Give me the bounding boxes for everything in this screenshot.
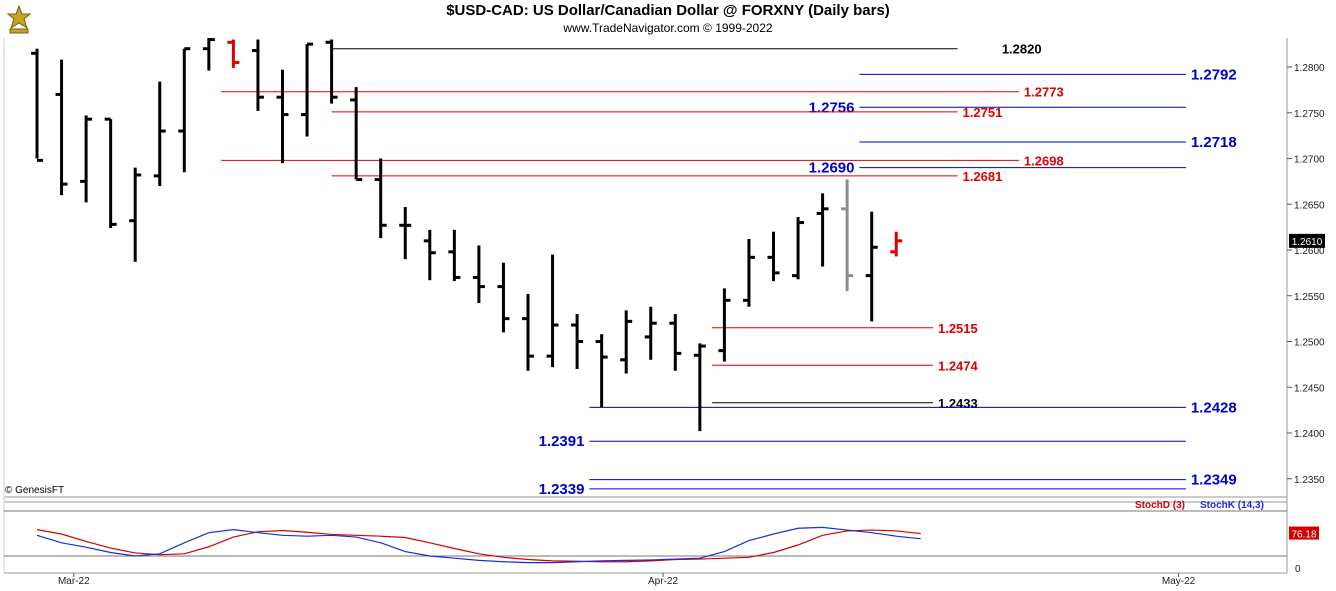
stoch-value-box xyxy=(1289,526,1319,540)
level-label-1.2820: 1.2820 xyxy=(1002,42,1042,57)
ohlc-bar xyxy=(742,239,755,307)
level-label-1.2690: 1.2690 xyxy=(809,160,855,177)
level-label-1.2792: 1.2792 xyxy=(1191,66,1237,83)
ohlc-bars xyxy=(31,38,903,432)
level-label-1.2433: 1.2433 xyxy=(938,396,978,411)
current-price-box xyxy=(1289,233,1325,248)
ohlc-bar xyxy=(693,343,706,432)
stochD-legend: StochD (3) xyxy=(1135,500,1185,511)
chart-title: $USD-CAD: US Dollar/Canadian Dollar @ FO… xyxy=(446,2,890,19)
current-price-label: 1.2610 xyxy=(1292,237,1323,248)
ohlc-bar xyxy=(865,211,878,322)
y-tick-label: 1.2350 xyxy=(1294,475,1325,486)
ohlc-bar xyxy=(104,117,117,229)
level-label-1.2428: 1.2428 xyxy=(1191,399,1237,416)
ohlc-bar xyxy=(890,231,903,257)
ohlc-bar xyxy=(816,193,829,267)
ohlc-bar xyxy=(202,38,215,71)
level-label-1.2391: 1.2391 xyxy=(539,433,585,450)
level-label-1.2349: 1.2349 xyxy=(1191,472,1237,489)
ohlc-bar xyxy=(644,306,657,360)
level-label-1.2515: 1.2515 xyxy=(938,321,978,336)
y-tick-label: 1.2600 xyxy=(1294,246,1325,257)
stochK-line xyxy=(36,526,921,564)
ohlc-bar xyxy=(571,314,584,369)
level-label-1.2681: 1.2681 xyxy=(963,169,1003,184)
ohlc-bar xyxy=(31,48,43,162)
ohlc-bar xyxy=(276,69,289,164)
level-label-1.2718: 1.2718 xyxy=(1191,134,1237,151)
y-tick-label: 1.2700 xyxy=(1294,155,1325,166)
stoch-zero-label: 0 xyxy=(1295,564,1301,575)
ohlc-bar xyxy=(178,47,191,173)
trade-navigator-logo xyxy=(4,4,34,36)
level-label-1.2773: 1.2773 xyxy=(1024,85,1064,100)
level-label-1.2474: 1.2474 xyxy=(938,358,979,373)
y-tick-label: 1.2750 xyxy=(1294,109,1325,120)
ohlc-bar xyxy=(595,334,608,408)
ohlc-bar xyxy=(350,87,363,182)
level-label-1.2698: 1.2698 xyxy=(1024,153,1064,168)
y-tick-label: 1.2800 xyxy=(1294,63,1325,74)
ohlc-bar xyxy=(718,288,731,362)
ohlc-bar xyxy=(546,254,559,368)
level-label-1.2339: 1.2339 xyxy=(539,481,585,498)
ohlc-bar xyxy=(767,231,780,282)
stochD-line xyxy=(36,529,921,563)
ohlc-bar xyxy=(55,59,68,196)
ohlc-bar xyxy=(448,229,461,282)
y-tick-label: 1.2650 xyxy=(1294,200,1325,211)
y-tick-label: 1.2500 xyxy=(1294,338,1325,349)
ohlc-bar xyxy=(472,245,485,304)
ohlc-bar xyxy=(153,81,166,186)
ohlc-bar xyxy=(374,158,387,239)
ohlc-bar xyxy=(497,262,510,333)
x-tick-label: May-22 xyxy=(1162,576,1196,587)
level-label-1.2751: 1.2751 xyxy=(963,105,1003,120)
x-tick-label: Mar-22 xyxy=(58,576,90,587)
level-label-1.2756: 1.2756 xyxy=(809,99,855,116)
ohlc-bar xyxy=(841,179,854,292)
stochK-legend: StochK (14,3) xyxy=(1200,500,1264,511)
ohlc-bar xyxy=(251,39,264,111)
chart-subtitle: www.TradeNavigator.com © 1999-2022 xyxy=(563,21,773,35)
ohlc-bar xyxy=(522,293,534,371)
ohlc-bar xyxy=(129,167,142,262)
ohlc-bar xyxy=(80,115,93,203)
ohlc-bar xyxy=(620,310,633,374)
ohlc-bar xyxy=(423,229,436,281)
y-tick-label: 1.2550 xyxy=(1294,292,1325,303)
y-tick-label: 1.2400 xyxy=(1294,429,1325,440)
ohlc-bar xyxy=(301,42,314,137)
ohlc-bar xyxy=(669,314,682,371)
stoch-value-label: 76.18 xyxy=(1291,530,1316,541)
ohlc-bar xyxy=(325,39,338,104)
y-tick-label: 1.2450 xyxy=(1294,383,1325,394)
ohlc-bar xyxy=(227,39,240,68)
ohlc-bar xyxy=(792,217,805,280)
ohlc-bar xyxy=(399,206,412,260)
copyright-note: © GenesisFT xyxy=(5,485,65,496)
x-tick-label: Apr-22 xyxy=(648,576,678,587)
